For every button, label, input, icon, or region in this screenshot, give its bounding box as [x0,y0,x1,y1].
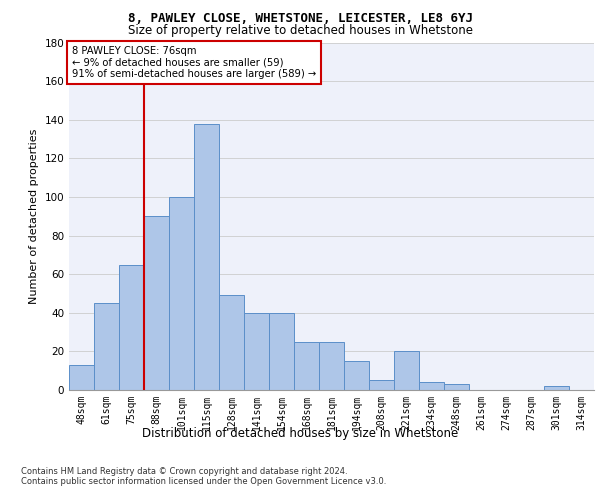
Bar [219,296,244,390]
Y-axis label: Number of detached properties: Number of detached properties [29,128,39,304]
Bar [194,124,219,390]
Bar [94,303,119,390]
Bar [69,365,94,390]
Bar [119,264,144,390]
Text: 8, PAWLEY CLOSE, WHETSTONE, LEICESTER, LE8 6YJ: 8, PAWLEY CLOSE, WHETSTONE, LEICESTER, L… [128,12,473,26]
Text: Size of property relative to detached houses in Whetstone: Size of property relative to detached ho… [128,24,473,37]
Bar [144,216,169,390]
Bar [269,313,294,390]
Text: 8 PAWLEY CLOSE: 76sqm
← 9% of detached houses are smaller (59)
91% of semi-detac: 8 PAWLEY CLOSE: 76sqm ← 9% of detached h… [71,46,316,79]
Bar [244,313,269,390]
Bar [319,342,344,390]
Bar [444,384,469,390]
Text: Distribution of detached houses by size in Whetstone: Distribution of detached houses by size … [142,428,458,440]
Text: Contains public sector information licensed under the Open Government Licence v3: Contains public sector information licen… [21,477,386,486]
Bar [344,361,369,390]
Text: Contains HM Land Registry data © Crown copyright and database right 2024.: Contains HM Land Registry data © Crown c… [21,467,347,476]
Bar [419,382,444,390]
Bar [169,197,194,390]
Bar [369,380,394,390]
Bar [544,386,569,390]
Bar [394,352,419,390]
Bar [294,342,319,390]
